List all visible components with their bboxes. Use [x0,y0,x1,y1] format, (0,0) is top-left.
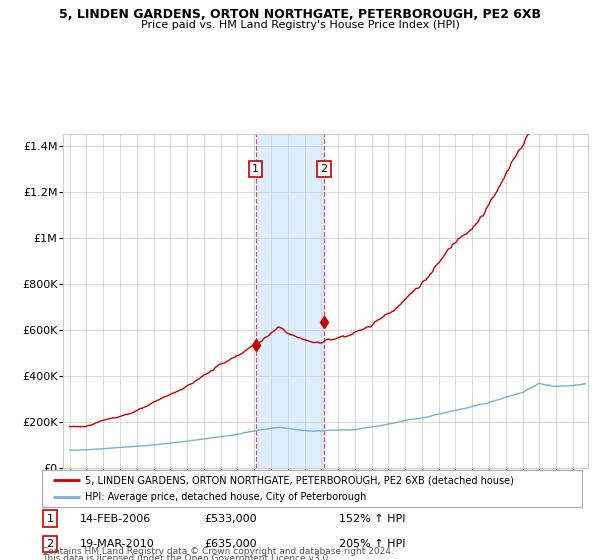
Text: 152% ↑ HPI: 152% ↑ HPI [339,514,406,524]
Text: 205% ↑ HPI: 205% ↑ HPI [339,539,406,549]
Text: £533,000: £533,000 [204,514,257,524]
Text: Contains HM Land Registry data © Crown copyright and database right 2024.: Contains HM Land Registry data © Crown c… [42,547,394,556]
Text: 1: 1 [47,514,53,524]
Text: 14-FEB-2006: 14-FEB-2006 [80,514,151,524]
Text: This data is licensed under the Open Government Licence v3.0.: This data is licensed under the Open Gov… [42,554,331,560]
Text: 19-MAR-2010: 19-MAR-2010 [80,539,155,549]
Text: £635,000: £635,000 [204,539,257,549]
Text: 1: 1 [252,164,259,174]
Bar [256,134,324,468]
Text: Price paid vs. HM Land Registry's House Price Index (HPI): Price paid vs. HM Land Registry's House … [140,20,460,30]
Text: 5, LINDEN GARDENS, ORTON NORTHGATE, PETERBOROUGH, PE2 6XB: 5, LINDEN GARDENS, ORTON NORTHGATE, PETE… [59,8,541,21]
Text: 5, LINDEN GARDENS, ORTON NORTHGATE, PETERBOROUGH, PE2 6XB (detached house): 5, LINDEN GARDENS, ORTON NORTHGATE, PETE… [85,475,514,485]
Text: 2: 2 [320,164,328,174]
Text: HPI: Average price, detached house, City of Peterborough: HPI: Average price, detached house, City… [85,492,367,502]
Text: 2: 2 [47,539,53,549]
